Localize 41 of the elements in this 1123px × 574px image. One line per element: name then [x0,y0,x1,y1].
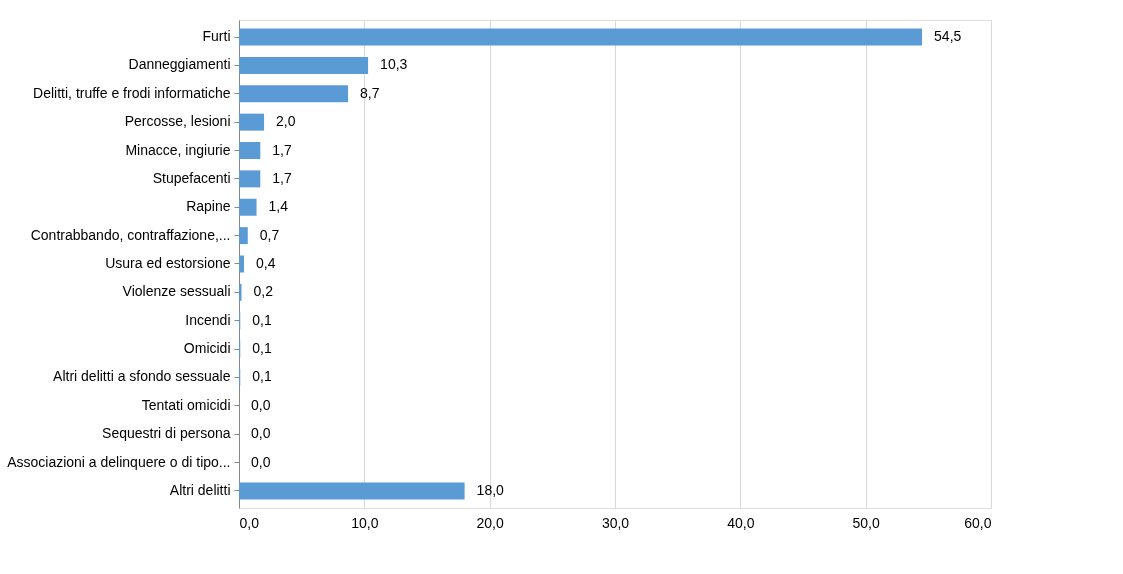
y-tick-label: Delitti, truffe e frodi informatiche [33,84,231,101]
data-label: 0,2 [253,283,274,300]
x-tick-label: 50,0 [852,514,880,531]
x-tick-label: 0,0 [239,514,260,531]
y-tick-label: Furti [202,28,231,45]
y-tick-label: Violenze sessuali [122,283,231,300]
y-tick-label: Associazioni a delinquere o di tipo... [7,453,231,470]
y-tick-label: Stupefacenti [152,169,231,186]
data-label: 18,0 [476,481,505,498]
x-tick-label: 40,0 [727,514,755,531]
y-tick-label: Danneggiamenti [128,56,231,73]
x-tick-label: 30,0 [601,514,630,531]
data-label: 1,7 [272,169,292,186]
data-label: 1,4 [268,198,289,215]
y-tick-label: Minacce, ingiurie [125,141,231,158]
y-tick-label: Sequestri di persona [102,425,231,442]
data-label: 10,3 [380,56,408,73]
data-label: 0,1 [252,368,272,385]
data-label: 0,1 [252,340,272,357]
data-label: 1,7 [272,141,292,158]
data-label: 0,1 [252,311,272,328]
y-tick-label: Omicidi [183,340,231,357]
x-tick-label: 10,0 [351,514,379,531]
data-label: 8,7 [360,84,380,101]
y-tick-label: Contrabbando, contraffazione,... [30,226,231,243]
x-tick-label: 20,0 [476,514,504,531]
y-tick-label: Altri delitti a sfondo sessuale [53,368,231,385]
data-label: 2,0 [276,113,296,130]
data-label: 0,0 [251,453,271,470]
data-label: 0,0 [251,396,271,413]
data-label: 0,0 [251,425,271,442]
y-tick-label: Percosse, lesioni [124,113,231,130]
y-tick-label: Rapine [186,198,231,215]
y-tick-label: Incendi [185,311,231,328]
data-label: 0,7 [259,226,280,243]
y-tick-label: Usura ed estorsione [105,255,231,271]
data-label: 0,4 [256,255,276,271]
data-label: 54,5 [934,28,962,45]
y-tick-label: Tentati omicidi [141,396,231,413]
y-tick-label: Altri delitti [169,481,231,498]
x-tick-label: 60,0 [964,514,992,531]
